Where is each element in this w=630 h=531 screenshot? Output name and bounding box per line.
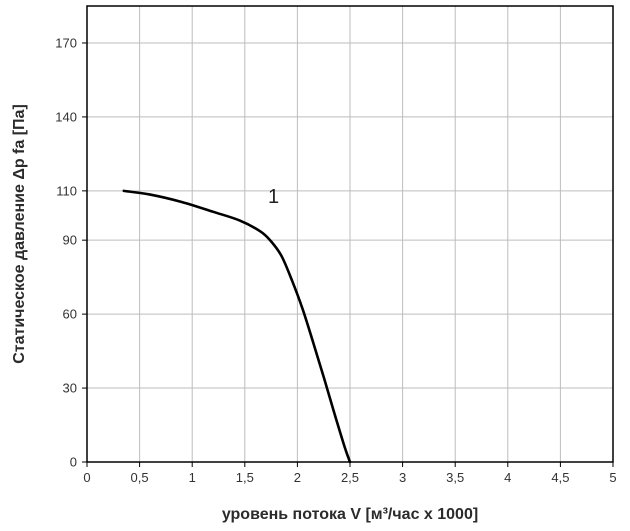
- x-tick-label: 2,5: [341, 470, 359, 485]
- x-tick-label: 1: [189, 470, 196, 485]
- series-layer: [122, 189, 352, 464]
- y-tick-label: 110: [56, 183, 77, 198]
- y-axis-title: Статическое давление Δp fa [Па]: [11, 104, 28, 364]
- y-tick-label: 90: [63, 233, 77, 248]
- y-tick-label: 60: [63, 307, 77, 322]
- y-tick-label: 170: [55, 35, 77, 50]
- y-axis-ticks: 0 30 60 90 110 140 170: [55, 35, 87, 470]
- y-tick-label: 30: [63, 381, 77, 396]
- grid-horizontal-lines: [87, 42, 613, 389]
- y-tick-label: 140: [55, 109, 77, 124]
- x-tick-label: 0: [83, 470, 90, 485]
- x-axis-title: уровень потока V [м³/час x 1000]: [222, 506, 478, 523]
- x-tick-label: 4: [504, 470, 511, 485]
- x-tick-label: 0,5: [131, 470, 149, 485]
- annotation-layer: 1: [268, 186, 279, 208]
- x-tick-label: 3: [399, 470, 406, 485]
- grid-vertical-lines: [139, 6, 561, 462]
- x-tick-label: 5: [609, 470, 616, 485]
- x-tick-label: 4,5: [551, 470, 569, 485]
- x-axis-ticks: 0 0,5 1 1,5 2 2,5 3 3,5 4 4,5 5: [83, 462, 617, 485]
- curve-label: 1: [268, 186, 279, 208]
- x-tick-label: 2: [294, 470, 301, 485]
- y-tick-label: 0: [70, 455, 77, 470]
- series-line-1: [122, 189, 352, 464]
- x-tick-label: 3,5: [446, 470, 464, 485]
- x-tick-label: 1,5: [236, 470, 254, 485]
